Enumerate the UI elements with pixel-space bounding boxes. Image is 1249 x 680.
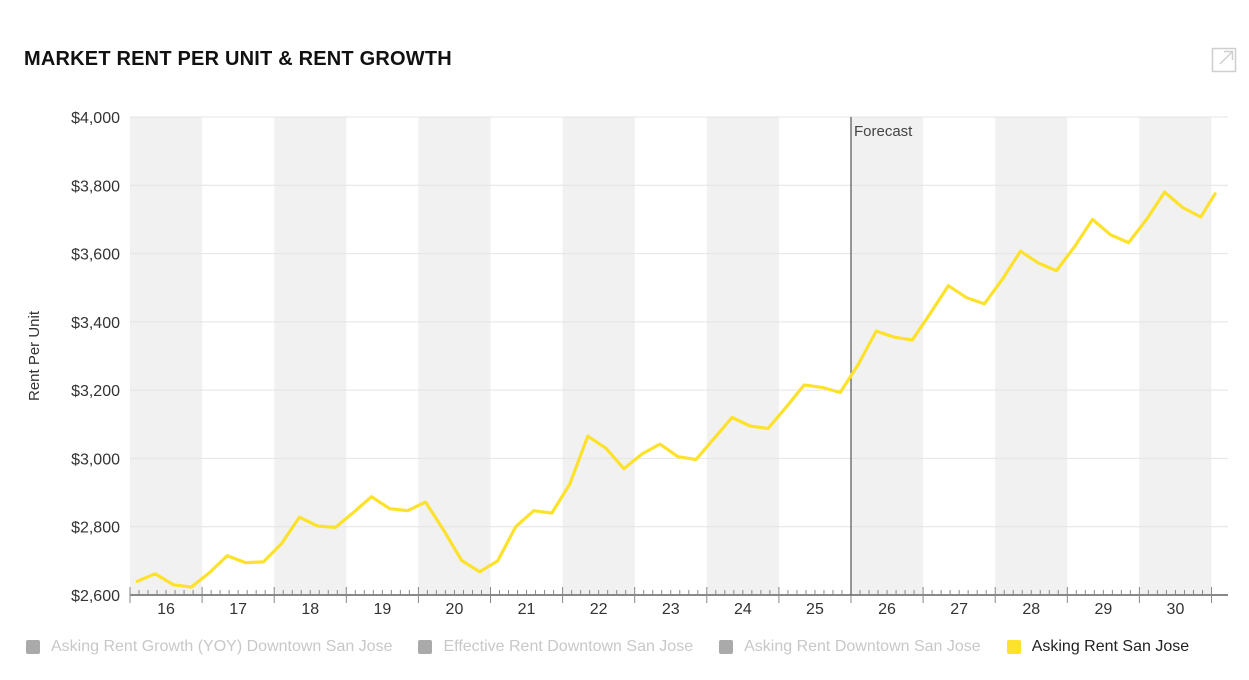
x-tick-label: 30 bbox=[1167, 601, 1185, 618]
y-tick-label: $2,800 bbox=[71, 520, 120, 537]
legend-swatch bbox=[719, 640, 734, 654]
x-tick-label: 17 bbox=[229, 601, 247, 618]
legend-label: Effective Rent Downtown San Jose bbox=[443, 638, 694, 655]
legend-item-asking-rent-san-jose[interactable]: Asking Rent San Jose bbox=[1006, 638, 1190, 656]
x-tick-label: 20 bbox=[446, 601, 464, 618]
series-line-asking-rent-san-jose bbox=[135, 190, 1217, 589]
x-tick-label: 18 bbox=[301, 601, 319, 618]
legend-item-asking-rent-growth[interactable]: Asking Rent Growth (YOY) Downtown San Jo… bbox=[26, 638, 392, 656]
x-tick-label: 29 bbox=[1094, 601, 1112, 618]
legend-label: Asking Rent San Jose bbox=[1031, 638, 1190, 655]
expand-icon bbox=[1211, 47, 1237, 73]
legend-item-effective-rent[interactable]: Effective Rent Downtown San Jose bbox=[418, 638, 693, 656]
chart-title: MARKET RENT PER UNIT & RENT GROWTH bbox=[24, 48, 452, 70]
x-tick-label: 22 bbox=[590, 601, 608, 618]
y-tick-label: $4,000 bbox=[71, 110, 120, 127]
forecast-label: Forecast bbox=[854, 123, 913, 140]
legend-label: Asking Rent Downtown San Jose bbox=[744, 638, 981, 655]
y-tick-label: $3,400 bbox=[71, 315, 120, 332]
year-band bbox=[706, 117, 779, 595]
expand-button[interactable] bbox=[1211, 47, 1237, 73]
y-tick-label: $3,000 bbox=[71, 451, 120, 468]
legend-label: Asking Rent Growth (YOY) Downtown San Jo… bbox=[51, 638, 393, 655]
legend-item-asking-rent-downtown[interactable]: Asking Rent Downtown San Jose bbox=[719, 638, 981, 656]
x-tick-label: 27 bbox=[950, 601, 968, 618]
x-tick-label: 28 bbox=[1022, 601, 1040, 618]
year-band bbox=[995, 117, 1068, 595]
x-tick-label: 19 bbox=[373, 601, 391, 618]
x-tick-label: 21 bbox=[518, 601, 536, 618]
x-tick-label: 24 bbox=[734, 601, 752, 618]
y-tick-label: $2,600 bbox=[71, 588, 120, 605]
legend-swatch bbox=[418, 640, 433, 654]
legend-swatch bbox=[26, 640, 40, 654]
x-tick-label: 23 bbox=[662, 601, 680, 618]
chart-legend: Asking Rent Growth (YOY) Downtown San Jo… bbox=[26, 636, 1189, 658]
x-tick-label: 25 bbox=[806, 601, 824, 618]
year-band bbox=[562, 117, 635, 595]
y-tick-label: $3,600 bbox=[71, 247, 120, 264]
x-tick-label: 16 bbox=[157, 601, 175, 618]
year-band bbox=[274, 117, 347, 595]
year-band bbox=[418, 117, 491, 595]
year-band bbox=[130, 117, 203, 595]
y-axis-title: Rent Per Unit bbox=[26, 310, 43, 401]
x-tick-label: 26 bbox=[878, 601, 896, 618]
legend-swatch bbox=[1006, 640, 1021, 654]
year-band bbox=[1139, 117, 1212, 595]
y-tick-label: $3,800 bbox=[71, 178, 120, 195]
y-tick-label: $3,200 bbox=[71, 383, 120, 400]
